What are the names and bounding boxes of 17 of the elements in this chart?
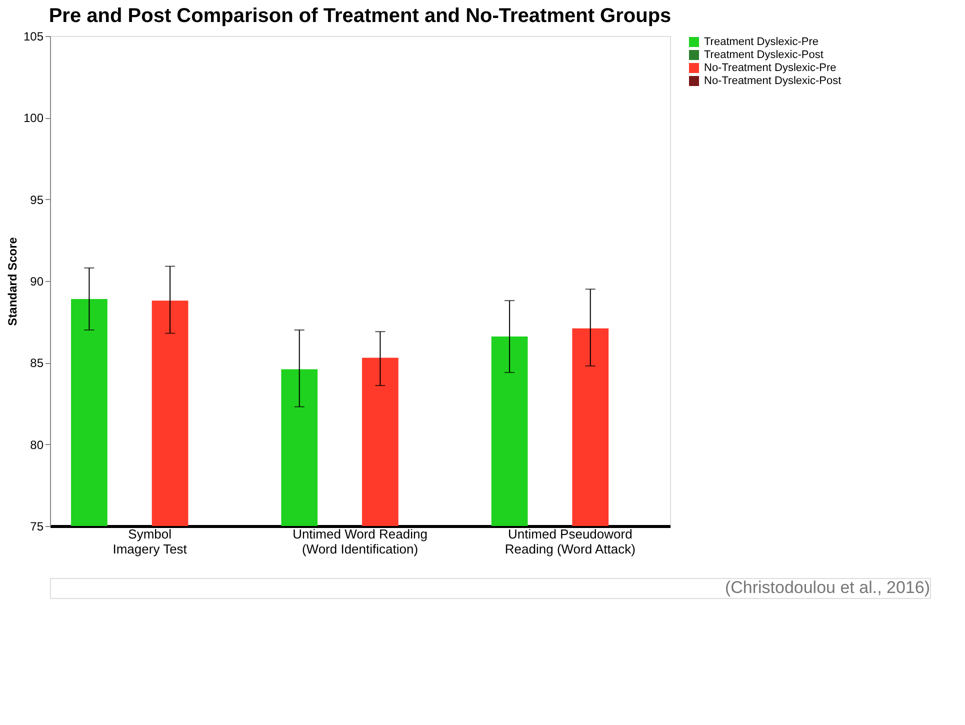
y-tick-label: 105 xyxy=(23,30,44,44)
legend-label: No-Treatment Dyslexic-Post xyxy=(704,75,842,87)
y-tick-label: 75 xyxy=(30,520,44,534)
y-axis-title: Standard Score xyxy=(5,236,20,326)
text: (Christodoulou et al., 2016) xyxy=(724,578,930,597)
y-tick-label: 95 xyxy=(30,192,44,207)
x-tick-label: Symbol Imagery Test xyxy=(112,526,188,556)
legend-label: No-Treatment Dyslexic-Pre xyxy=(704,62,836,74)
y-tick-label: 80 xyxy=(30,438,44,452)
y-tick-label: 90 xyxy=(30,274,44,288)
chart-title: Pre and Post Comparison of Treatment and No-Treatment Groups xyxy=(48,5,672,27)
legend-label: Treatment Dyslexic-Pre xyxy=(704,36,819,48)
y-tick-label: 100 xyxy=(23,111,44,126)
x-tick-label: Untimed Word Reading (Word Identification) xyxy=(292,526,428,556)
y-tick-label: 85 xyxy=(30,356,44,370)
legend-label: Treatment Dyslexic-Post xyxy=(704,49,824,61)
x-tick-label: Untimed Pseudoword Reading (Word Attack) xyxy=(504,526,636,556)
